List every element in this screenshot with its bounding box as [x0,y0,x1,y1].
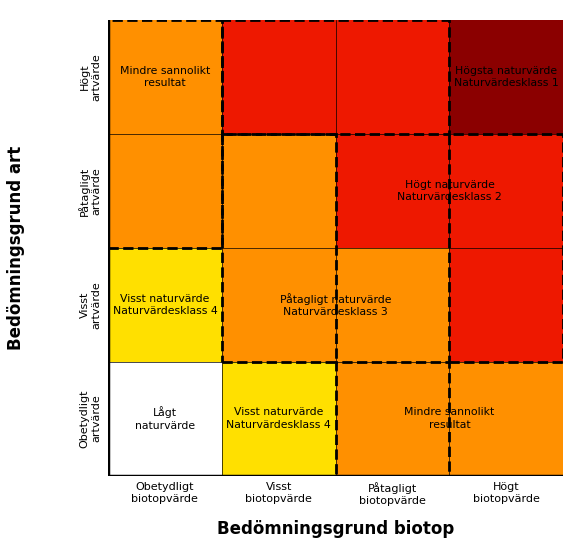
Text: Visst naturvärde
Naturvärdesklass 4: Visst naturvärde Naturvärdesklass 4 [113,294,218,316]
Bar [108,20,222,134]
Text: Visst naturvärde
Naturvärdesklass 4: Visst naturvärde Naturvärdesklass 4 [226,407,331,430]
Bar [450,362,563,475]
Bar [450,20,563,134]
Bar [450,134,563,362]
Y-axis label: Bedömningsgrund art: Bedömningsgrund art [7,146,25,350]
Bar [450,134,563,248]
Text: Högsta naturvärde
Naturvärdesklass 1: Högsta naturvärde Naturvärdesklass 1 [454,66,559,88]
Bar [222,248,336,362]
Bar [108,362,222,475]
Bar [336,134,450,248]
Bar [222,362,336,475]
Text: Mindre sannolikt
resultat: Mindre sannolikt resultat [119,66,210,88]
Bar [108,20,222,248]
Text: Lågt
naturvärde: Lågt naturvärde [135,406,195,431]
Bar [336,248,450,362]
Bar [222,134,336,248]
Bar [450,248,563,362]
Bar [222,20,336,134]
Bar [336,362,450,475]
Bar [108,134,222,248]
Bar [222,20,450,134]
Bar [336,20,450,134]
Bar [222,134,336,362]
Bar [336,362,450,475]
Bar [108,248,222,362]
Text: Mindre sannolikt
resultat: Mindre sannolikt resultat [404,407,495,430]
X-axis label: Bedömningsgrund biotop: Bedömningsgrund biotop [217,520,454,538]
Text: Påtagligt naturvärde
Naturvärdesklass 3: Påtagligt naturvärde Naturvärdesklass 3 [280,292,392,317]
Text: Högt naturvärde
Naturvärdesklass 2: Högt naturvärde Naturvärdesklass 2 [397,180,502,202]
